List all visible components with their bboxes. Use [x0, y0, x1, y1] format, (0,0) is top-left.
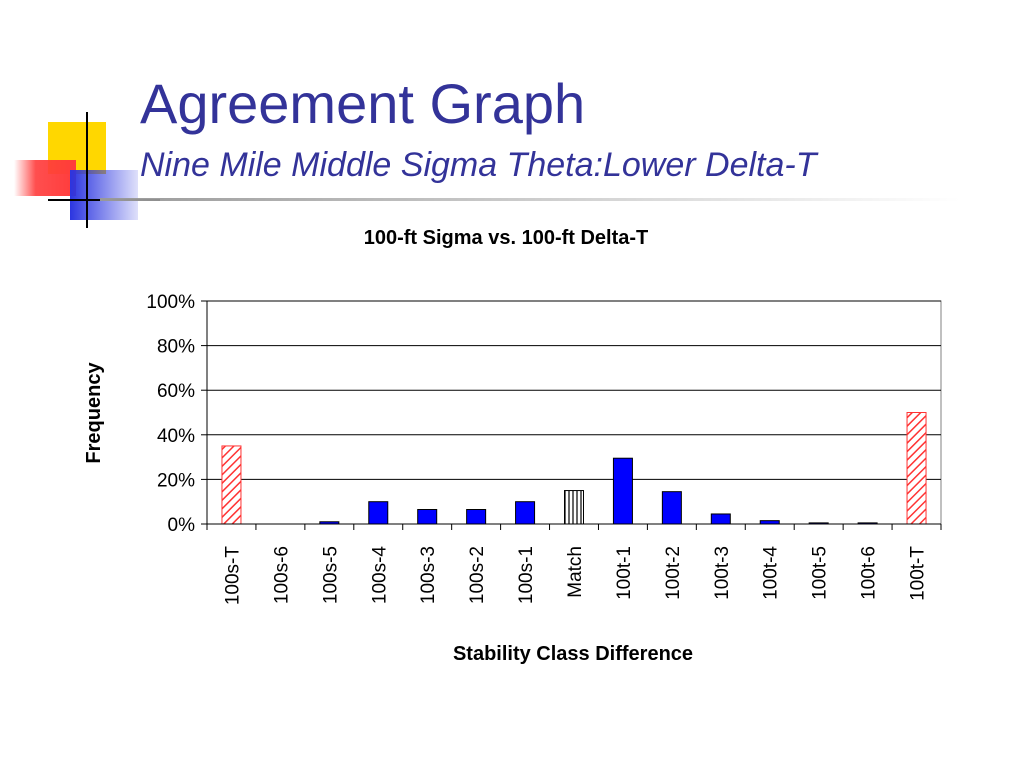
x-tick-label: 100t-5 [810, 546, 831, 600]
x-tick-label: 100s-4 [369, 546, 390, 605]
bar-100t-2 [661, 491, 682, 525]
x-tick-label: Match [565, 546, 586, 598]
y-tick-label: 40% [157, 426, 195, 447]
y-tick-label: 20% [157, 470, 195, 491]
x-tick-label: 100s-2 [467, 546, 488, 604]
bar-100s-4 [368, 501, 389, 525]
bar-match [564, 490, 584, 525]
bar-100s-t [221, 445, 242, 525]
bar-100t-t [906, 412, 927, 525]
bar-100s-2 [466, 509, 487, 525]
decor-blue-bar [70, 170, 138, 220]
y-tick-label: 0% [168, 515, 196, 536]
x-axis-label: Stability Class Difference [453, 643, 693, 665]
decor-red-bar [14, 160, 76, 196]
slide-subtitle: Nine Mile Middle Sigma Theta:Lower Delta… [140, 146, 817, 184]
x-tick-label: 100s-1 [516, 546, 537, 604]
x-tick-label: 100t-4 [761, 546, 782, 600]
bar-100t-4 [759, 520, 780, 525]
x-tick-label: 100s-6 [271, 546, 292, 604]
chart-title: 100-ft Sigma vs. 100-ft Delta-T [364, 227, 649, 249]
bar-100s-1 [515, 501, 536, 525]
y-tick-label: 80% [157, 337, 195, 358]
slide-title: Agreement Graph [140, 72, 586, 135]
bar-100t-1 [612, 457, 633, 525]
x-tick-label: 100s-5 [320, 546, 341, 604]
x-tick-label: 100t-6 [859, 546, 880, 600]
y-tick-label: 100% [146, 292, 195, 313]
x-tick-label: 100t-2 [663, 546, 684, 600]
bar-100t-3 [710, 513, 731, 525]
y-tick-label: 60% [157, 381, 195, 402]
x-tick-label: 100t-3 [712, 546, 733, 600]
bar-100s-3 [417, 509, 438, 525]
x-tick-label: 100t-T [908, 546, 929, 601]
decorative-squares-graphic [14, 112, 160, 228]
y-axis-label: Frequency [83, 362, 105, 464]
x-tick-label: 100s-3 [418, 546, 439, 604]
title-rule [100, 198, 960, 201]
x-tick-label: 100s-T [222, 546, 243, 606]
x-tick-label: 100t-1 [614, 546, 635, 600]
